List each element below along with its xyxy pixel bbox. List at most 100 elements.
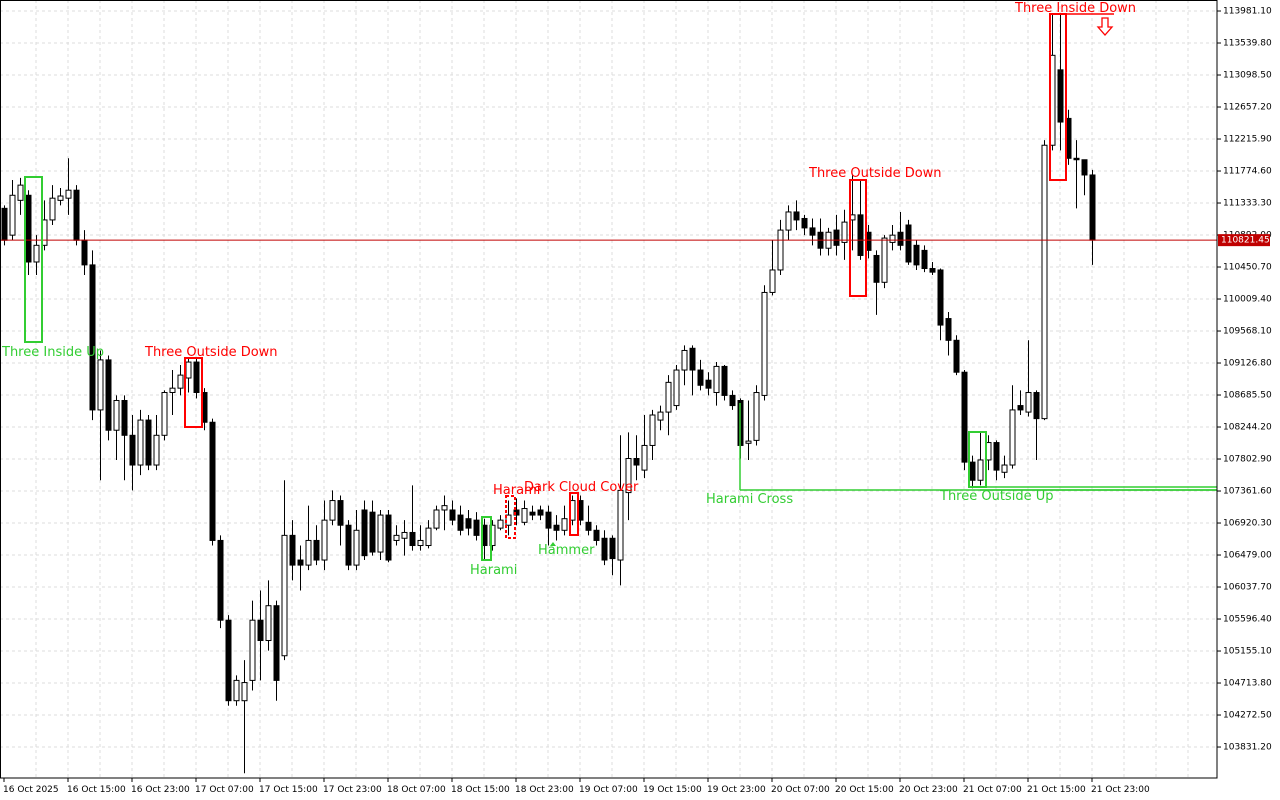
candle-body (153, 434, 160, 466)
pattern-label: Three Inside Up (1, 345, 104, 360)
pattern-label: Three Outside Down (808, 166, 942, 181)
candle-body (441, 505, 448, 511)
candle-body (297, 559, 304, 566)
y-tick-label: 113981.10 (1223, 7, 1272, 17)
y-tick-label: 112215.90 (1223, 135, 1272, 145)
y-tick-label: 112657.20 (1223, 103, 1272, 113)
candle-body (353, 529, 360, 566)
y-tick-label: 108685.50 (1223, 391, 1272, 401)
candle-body (113, 399, 120, 431)
candle-body (457, 514, 464, 531)
pattern-arrow (1096, 17, 1114, 36)
x-tick-label: 16 Oct 23:00 (131, 785, 190, 795)
candle-body (537, 509, 544, 516)
candle-body (593, 529, 600, 541)
candle-body (161, 392, 168, 436)
pattern-label: Three Outside Up (939, 489, 1053, 504)
pattern-label: Three Inside Down (1014, 1, 1136, 16)
y-tick-label: 108244.20 (1223, 423, 1272, 433)
candle-body (337, 500, 344, 526)
candle-body (193, 361, 200, 394)
candle-body (649, 414, 656, 446)
candle-body (681, 349, 688, 371)
candle-body (889, 234, 896, 243)
candle-body (673, 369, 680, 407)
candle-body (89, 264, 96, 411)
candle-body (49, 197, 56, 221)
candle-body (713, 365, 720, 394)
y-tick-label: 107802.90 (1223, 455, 1272, 465)
candle-body (1081, 159, 1088, 176)
candle-body (497, 519, 504, 529)
candle-body (553, 524, 560, 531)
candle-body (417, 539, 424, 547)
candle-body (17, 184, 24, 201)
x-tick-label: 17 Oct 07:00 (195, 785, 254, 795)
candle-body (225, 619, 232, 702)
candle-body (409, 531, 416, 547)
candle-body (145, 419, 152, 466)
y-tick-label: 109126.80 (1223, 359, 1272, 369)
candle-body (601, 537, 608, 561)
pattern-box (184, 357, 203, 428)
candle-body (121, 399, 128, 436)
candle-body (905, 224, 912, 263)
x-tick-label: 16 Oct 15:00 (67, 785, 126, 795)
x-tick-label: 21 Oct 23:00 (1091, 785, 1150, 795)
candle-body (961, 371, 968, 463)
candle-body (177, 374, 184, 389)
candle-body (657, 411, 664, 421)
candle-body (65, 189, 72, 199)
candle-body (801, 217, 808, 229)
y-tick-label: 106479.00 (1223, 551, 1272, 561)
candle-body (873, 254, 880, 283)
candle-body (249, 619, 256, 681)
candle-body (721, 365, 728, 396)
x-tick-label: 18 Oct 23:00 (515, 785, 574, 795)
current-price-label: 110821.45 (1221, 236, 1270, 246)
candle-body (969, 461, 976, 481)
candle-body (881, 237, 888, 283)
y-tick-label: 106920.30 (1223, 519, 1272, 529)
candle-body (465, 518, 472, 529)
candle-body (793, 211, 800, 221)
candle-body (345, 524, 352, 566)
candle-body (609, 537, 616, 560)
candle-body (241, 682, 248, 702)
candle-body (25, 194, 32, 263)
candle-body (1, 207, 8, 241)
candle-body (257, 619, 264, 642)
pattern-box (481, 516, 492, 561)
y-tick-label: 103831.20 (1223, 743, 1272, 753)
candle-body (377, 514, 384, 553)
x-tick-label: 20 Oct 15:00 (835, 785, 894, 795)
y-tick-label: 104272.50 (1223, 711, 1272, 721)
candle-body (689, 347, 696, 371)
candle-body (921, 249, 928, 270)
candle-body (745, 440, 752, 444)
y-tick-label: 111774.60 (1223, 167, 1272, 177)
candle-body (233, 679, 240, 702)
candle-body (1041, 144, 1048, 420)
candle-body (729, 394, 736, 407)
candle-body (329, 500, 336, 521)
candle-body (73, 189, 80, 241)
candle-body (81, 239, 88, 266)
candle-body (169, 387, 176, 394)
y-tick-label: 110450.70 (1223, 263, 1272, 273)
candle-body (209, 421, 216, 541)
plot-area (0, 13, 1217, 774)
candle-body (929, 268, 936, 273)
candle-body (393, 534, 400, 541)
candle-body (433, 509, 440, 529)
candle-body (953, 339, 960, 373)
y-tick-label: 105596.40 (1223, 615, 1272, 625)
candle-body (897, 231, 904, 246)
candle-body (625, 458, 632, 494)
y-tick-label: 106037.70 (1223, 583, 1272, 593)
candle-body (545, 511, 552, 529)
candle-body (697, 369, 704, 386)
